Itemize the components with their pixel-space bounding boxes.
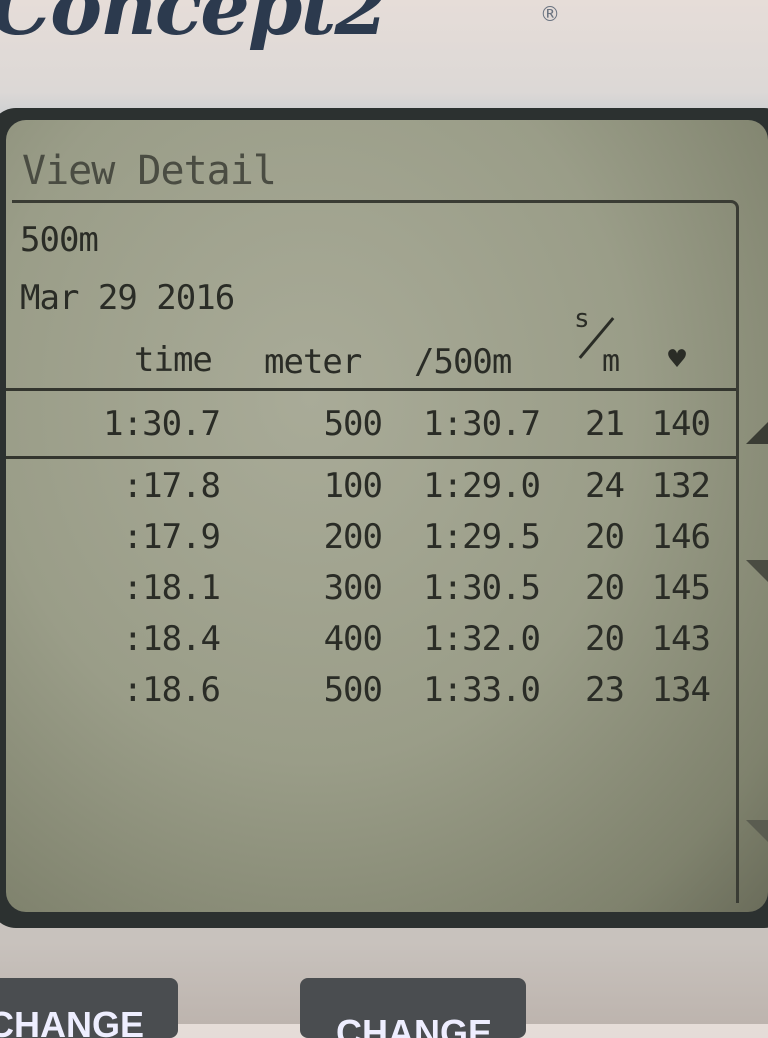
- col-header-spm-s: s: [574, 304, 590, 334]
- col-header-meter: meter: [264, 342, 362, 382]
- workout-date: Mar 29 2016: [20, 278, 235, 318]
- change-button-left-label: CHANGE: [0, 1004, 145, 1038]
- change-button-left[interactable]: CHANGE: [0, 978, 178, 1038]
- split-pace: 1:29.5: [423, 517, 541, 557]
- split-spm: 20: [585, 568, 625, 608]
- split-pace: 1:32.0: [423, 619, 541, 659]
- split-hr: 145: [651, 568, 711, 608]
- heart-icon: ♥: [668, 342, 686, 377]
- change-button-middle[interactable]: CHANGE: [300, 978, 526, 1038]
- split-hr: 143: [651, 619, 711, 659]
- screen-title: View Detail: [22, 148, 277, 194]
- split-meter: 400: [323, 619, 383, 659]
- split-spm: 20: [585, 619, 625, 659]
- split-meter: 200: [323, 517, 383, 557]
- summary-spm: 21: [585, 404, 625, 444]
- lcd-screen: View Detail 500m Mar 29 2016 time meter …: [6, 120, 768, 912]
- split-time: :18.6: [122, 670, 221, 710]
- split-meter: 100: [323, 466, 383, 506]
- summary-meter: 500: [323, 404, 383, 444]
- split-meter: 500: [323, 670, 383, 710]
- split-pace: 1:29.0: [423, 466, 541, 506]
- split-hr: 132: [651, 466, 711, 506]
- concept2-logo: Concept2: [0, 0, 389, 53]
- split-spm: 24: [585, 466, 625, 506]
- registered-mark: ®: [540, 2, 560, 26]
- detail-frame: [12, 200, 739, 903]
- split-pace: 1:30.5: [423, 568, 541, 608]
- scroll-down-icon[interactable]: [746, 560, 768, 582]
- split-time: :18.1: [122, 568, 221, 608]
- split-spm: 20: [585, 517, 625, 557]
- split-time: :17.8: [122, 466, 221, 506]
- page-down-icon[interactable]: [746, 820, 768, 842]
- divider: [6, 388, 736, 391]
- col-header-time: time: [134, 340, 213, 380]
- split-hr: 134: [651, 670, 711, 710]
- split-time: :18.4: [122, 619, 221, 659]
- split-spm: 23: [585, 670, 625, 710]
- split-meter: 300: [323, 568, 383, 608]
- workout-name: 500m: [20, 220, 99, 260]
- summary-time: 1:30.7: [103, 404, 221, 444]
- col-header-pace: /500m: [414, 342, 512, 382]
- change-button-middle-label: CHANGE: [336, 1012, 493, 1038]
- col-header-spm-m: m: [602, 344, 620, 379]
- summary-pace: 1:30.7: [423, 404, 541, 444]
- split-hr: 146: [651, 517, 711, 557]
- split-time: :17.9: [122, 517, 221, 557]
- divider: [6, 456, 736, 459]
- summary-hr: 140: [651, 404, 711, 444]
- split-pace: 1:33.0: [423, 670, 541, 710]
- scroll-up-icon[interactable]: [746, 422, 768, 444]
